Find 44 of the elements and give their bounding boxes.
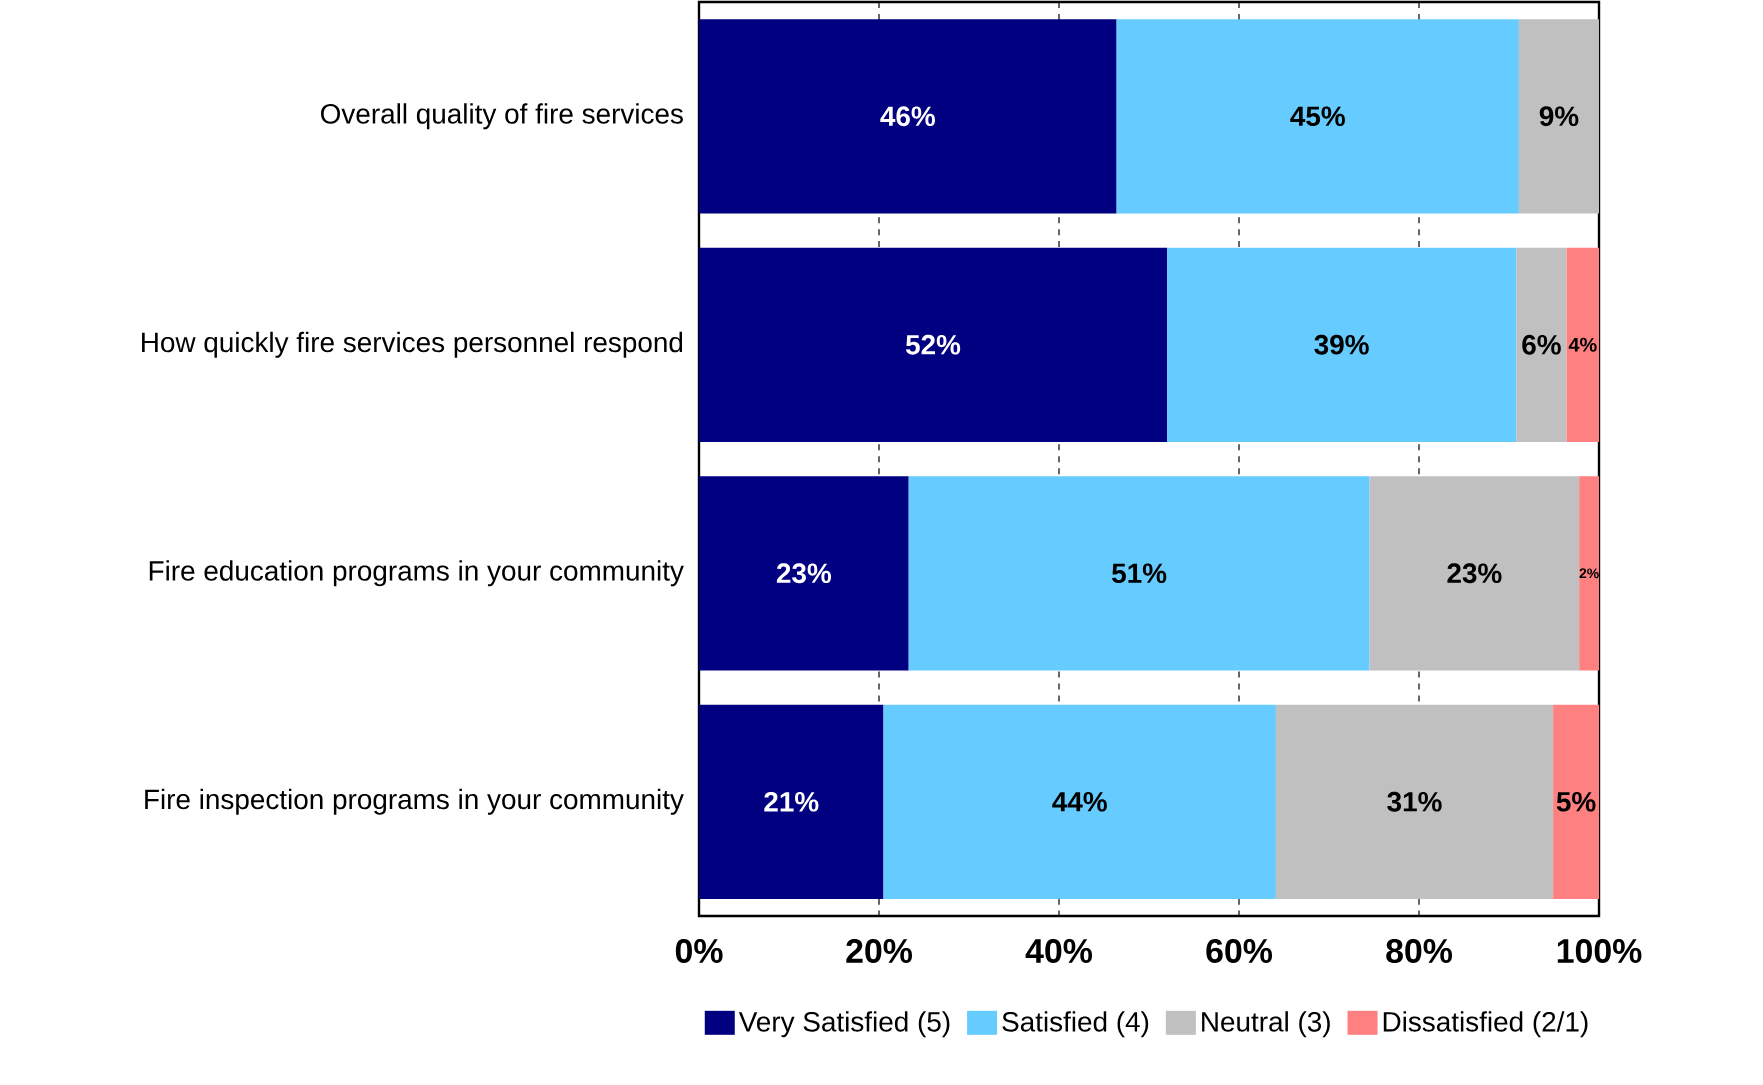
bar <box>1553 704 1600 899</box>
bar <box>908 476 1370 671</box>
data-label: 9% <box>1539 106 1579 127</box>
bar <box>699 476 909 671</box>
bar <box>699 704 884 899</box>
bar <box>1566 247 1600 442</box>
data-label: 21% <box>764 791 819 812</box>
data-label: 5% <box>1556 791 1596 812</box>
data-label: 51% <box>1112 563 1167 584</box>
x-tick-label: 100% <box>1557 938 1642 963</box>
data-label: 4% <box>1568 337 1597 352</box>
x-tick-label: 0% <box>675 938 723 963</box>
data-label: 6% <box>1522 334 1561 355</box>
bar <box>1369 476 1580 671</box>
x-tick-label: 20% <box>846 938 912 963</box>
bar <box>1167 247 1517 442</box>
bar <box>699 19 1117 214</box>
data-label: 45% <box>1290 106 1345 127</box>
data-label: 23% <box>1447 563 1502 584</box>
legend-label: Satisfied (4) <box>1002 1011 1149 1038</box>
data-label: 31% <box>1387 791 1442 812</box>
data-label: 52% <box>905 334 961 355</box>
y-tick-label: Overall quality of fire services <box>320 103 683 130</box>
bar <box>1518 19 1600 214</box>
legend-label: Neutral (3) <box>1202 1011 1330 1038</box>
data-label: 2% <box>1579 568 1599 579</box>
data-label: 39% <box>1314 334 1369 355</box>
y-tick-label: Fire education programs in your community <box>149 560 684 587</box>
x-tick-label: 40% <box>1025 938 1092 963</box>
data-label: 44% <box>1052 791 1107 812</box>
x-tick-label: 60% <box>1206 938 1272 963</box>
legend-label: Very Satisfied (5) <box>738 1011 950 1038</box>
legend-label: Dissatisfied (2/1) <box>1383 1011 1588 1038</box>
bar <box>883 704 1276 899</box>
bar <box>699 247 1168 442</box>
x-tick-label: 80% <box>1386 938 1452 963</box>
y-tick-label: How quickly fire services personnel respond <box>142 331 683 358</box>
bar <box>1516 247 1567 442</box>
y-tick-label: Fire inspection programs in your community <box>145 788 684 815</box>
data-label: 46% <box>880 106 935 127</box>
bar <box>1579 476 1600 671</box>
data-label: 23% <box>776 563 832 584</box>
bar <box>1116 19 1519 214</box>
bar <box>1275 704 1554 899</box>
